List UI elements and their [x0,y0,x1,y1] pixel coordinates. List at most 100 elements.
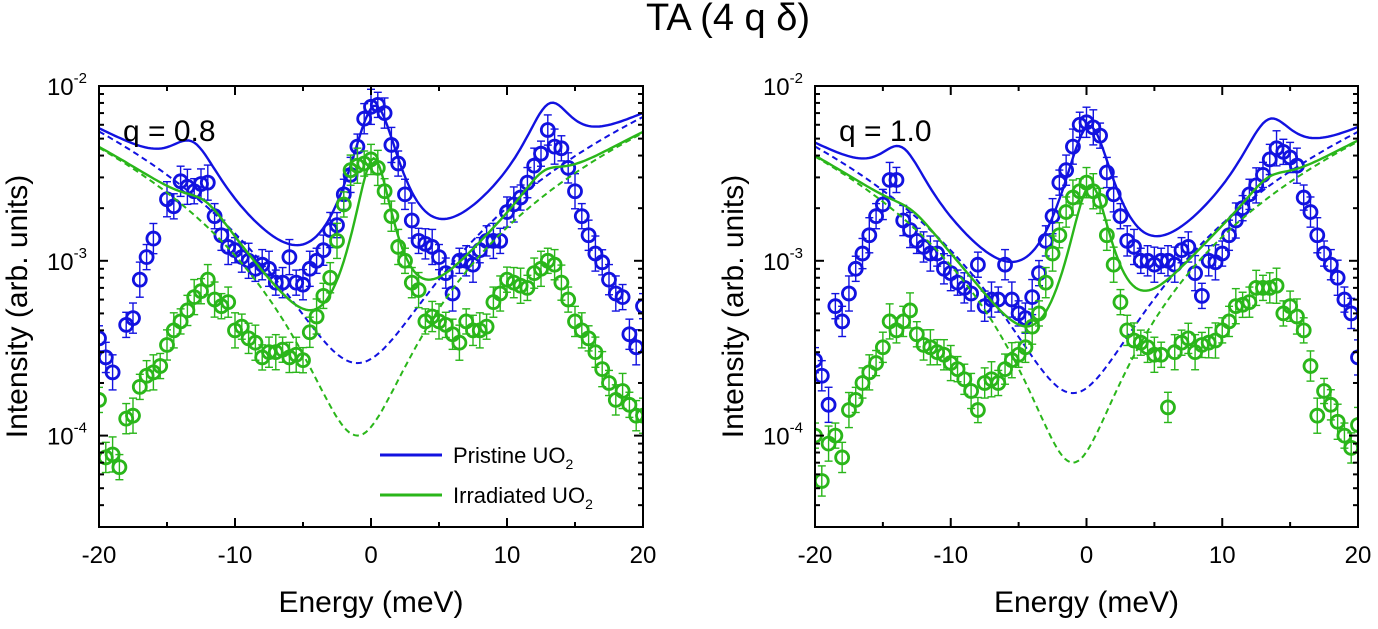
data-point [1329,413,1346,430]
x-tick-label: 0 [364,542,377,569]
y-tick-exponent: -3 [790,245,803,262]
data-point [1037,274,1054,291]
x-tick-label: 20 [1345,542,1372,569]
data-point [465,256,481,273]
data-point [1166,256,1183,273]
data-point [573,208,590,225]
data-point [410,282,427,298]
data-point [594,361,611,378]
data-point [308,308,325,325]
data-point [1051,227,1068,244]
series-pristine [815,106,1358,424]
data-point [322,269,339,286]
x-axis-label: Energy (meV) [994,586,1179,619]
y-tick-exponent: -2 [790,70,803,87]
figure-title: TA (4 q δ) [646,0,810,39]
y-tick-label: 10-4 [47,420,87,451]
legend-label-text: Pristine UO [453,443,565,468]
background-fit-line [99,132,643,437]
data-point [1065,138,1081,155]
data-point [125,407,141,424]
y-tick-exponent: -4 [74,420,87,437]
data-point [1112,294,1129,311]
data-point [553,274,570,291]
data-point [902,302,918,319]
data-point [390,155,407,172]
plot-area [99,88,643,481]
data-point [614,289,631,305]
data-point [963,383,980,399]
x-tick-label: -20 [82,542,117,569]
data-point [594,254,611,271]
data-point [1160,399,1176,416]
data-point [567,183,583,200]
data-point [560,159,577,176]
data-point [888,172,905,188]
data-point [601,375,617,391]
data-point [553,140,570,157]
y-axis-label: Intensity (arb. units) [717,175,750,438]
data-point [997,256,1013,273]
data-point [444,285,461,302]
x-axis-label: Energy (meV) [278,586,463,619]
data-point [111,459,128,476]
data-point [315,287,332,304]
data-point [1098,164,1115,181]
data-point [397,252,413,269]
data-point [295,352,311,369]
data-point [841,285,857,302]
data-point [970,256,986,273]
y-tick-base: 10 [47,74,74,101]
data-point [125,310,141,327]
legend-label-subscript: 2 [565,456,573,472]
legend-item-pristine: Pristine UO2 [380,443,573,472]
data-point [152,358,169,374]
y-tick-exponent: -4 [790,420,803,437]
y-tick-base: 10 [763,74,790,101]
data-point [1024,289,1041,305]
data-point [397,186,413,203]
data-point [1044,208,1061,225]
data-point [1044,245,1061,262]
data-point [138,249,155,265]
legend-label: Irradiated UO2 [453,483,593,512]
y-axis-label: Intensity (arb. units) [1,175,34,438]
x-tick-label: -20 [798,542,833,569]
y-tick-base: 10 [763,249,790,276]
data-point [847,392,864,408]
legend: Pristine UO2 Irradiated UO2 [380,443,593,512]
legend-label: Pristine UO2 [453,443,573,472]
data-point [1329,269,1346,286]
data-point [437,265,454,282]
data-point [1268,277,1285,294]
data-point [1214,245,1231,262]
y-tick-exponent: -3 [74,245,87,262]
data-point [580,227,597,244]
data-point [1126,239,1142,255]
data-point [329,232,345,249]
data-point [635,298,643,315]
y-tick-exponent: -2 [74,70,87,87]
data-point [1180,239,1197,255]
data-point [335,196,352,213]
background-fit-line [99,116,643,365]
data-point [1112,208,1129,225]
data-point [1350,417,1358,433]
y-tick-base: 10 [763,424,790,451]
data-point [199,271,216,288]
q-annotation: q = 0.8 [123,115,216,148]
data-point [492,285,509,302]
background-fit-line [815,140,1358,464]
data-point [827,427,844,444]
y-tick-label: 10-2 [763,70,803,101]
data-point [834,449,851,466]
data-point [383,208,400,225]
data-point [376,183,393,200]
data-point [1309,407,1326,424]
data-point [874,339,891,356]
data-point [854,245,871,262]
x-tick-label: -10 [218,542,253,569]
y-tick-label: 10-2 [47,70,87,101]
